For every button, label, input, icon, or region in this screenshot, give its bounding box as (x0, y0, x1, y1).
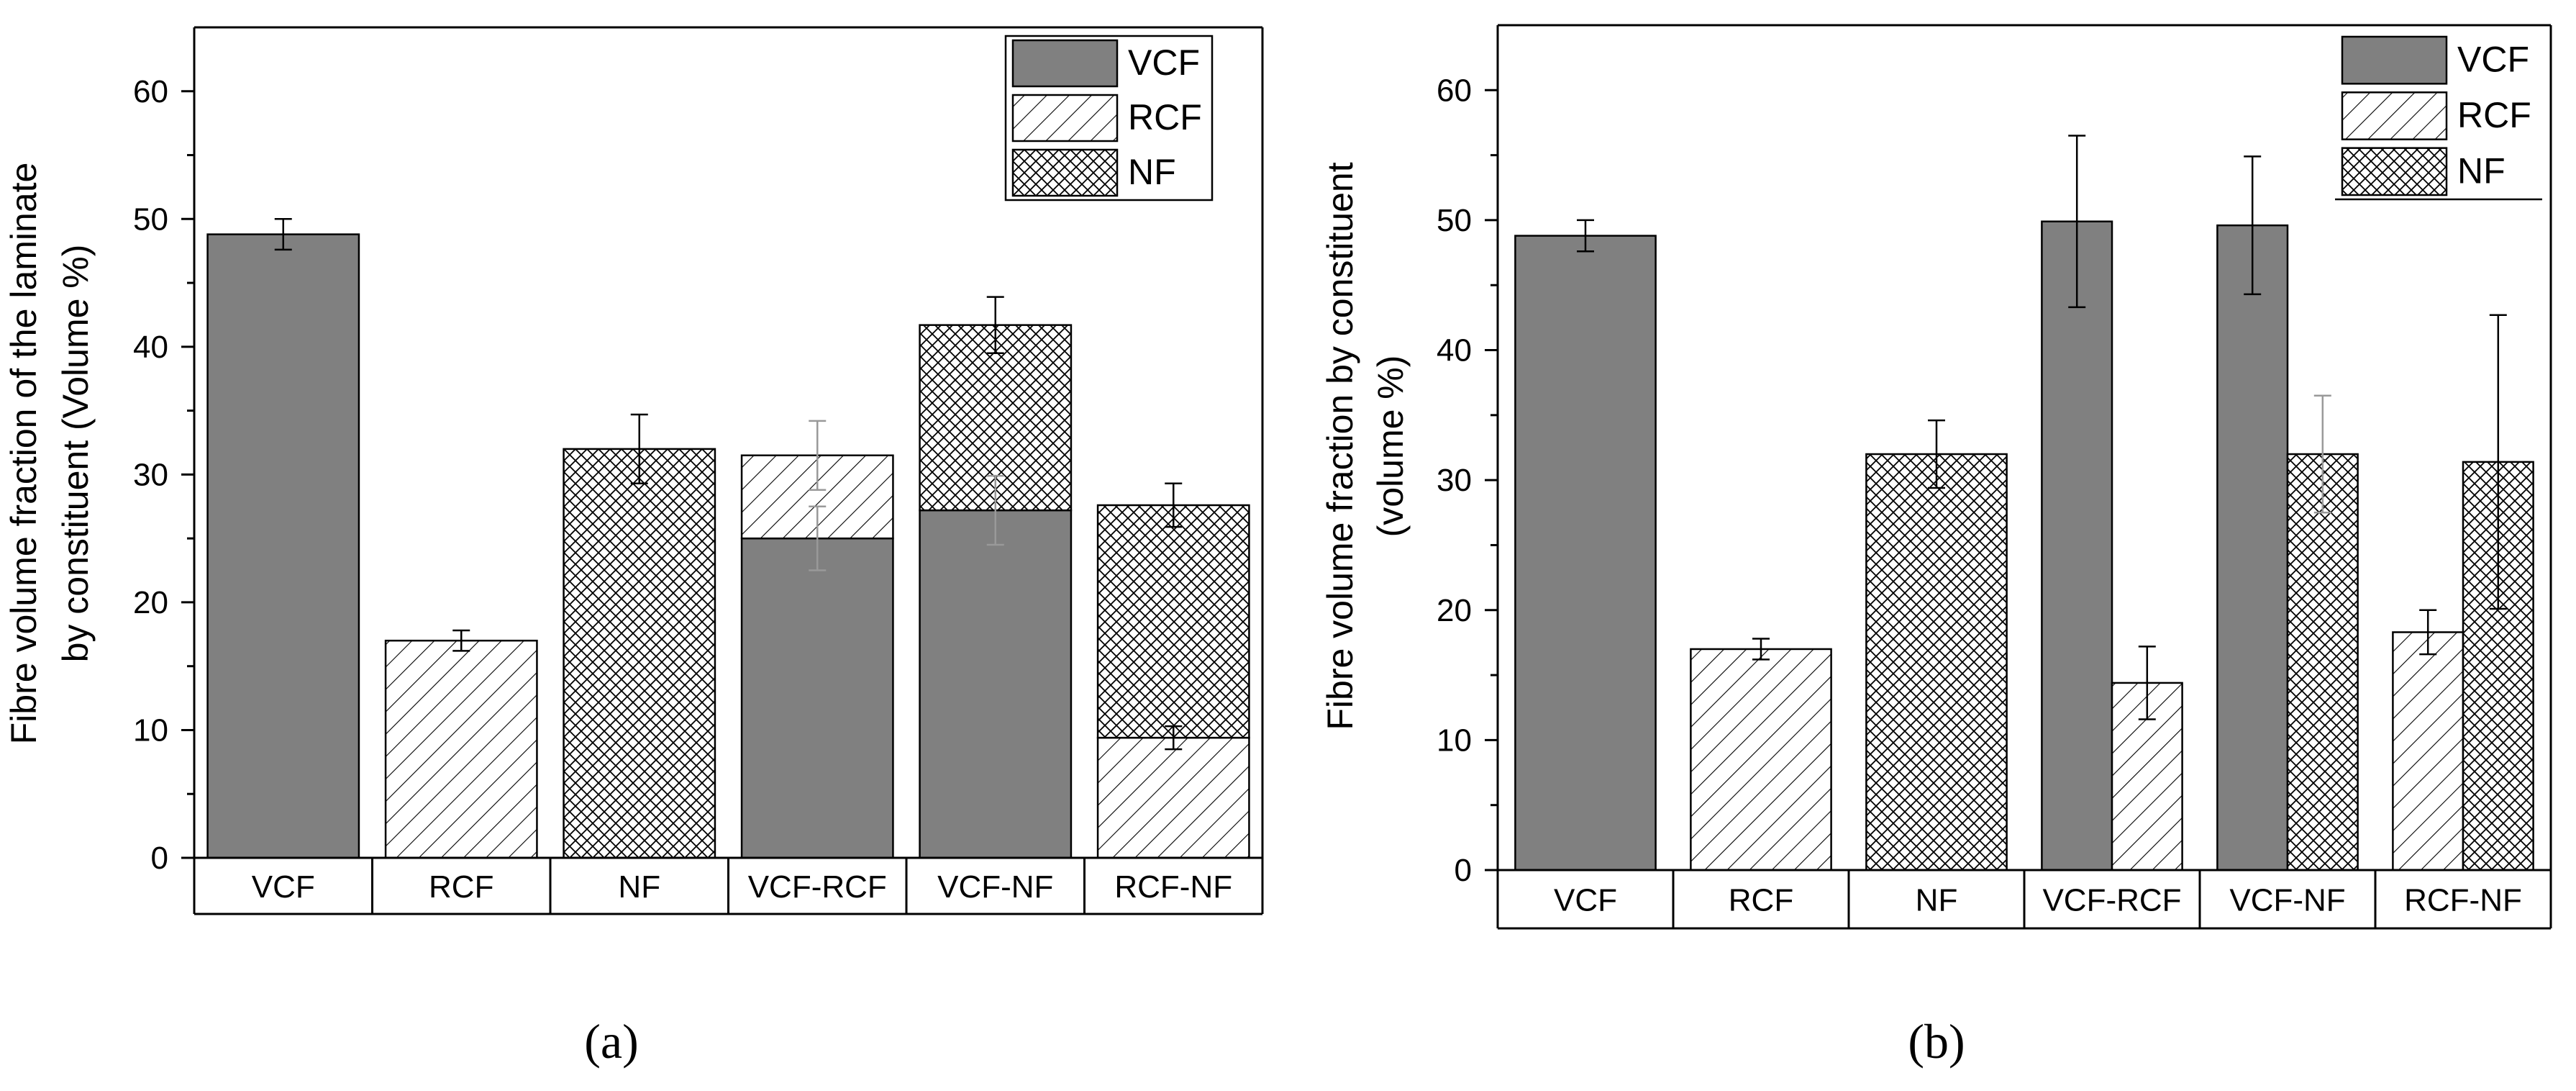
panel-b: 0 10 20 30 40 50 60 VCF RCF NF VCF-RCF VCF-NF RCF-NF… (1320, 24, 2552, 1069)
y-tick-label: 40 (133, 330, 168, 365)
category-labels: VCF RCF NF VCF-RCF VCF-NF RCF-NF (252, 858, 1232, 914)
category-label-nf: NF (618, 869, 660, 905)
panel-label: (a) (584, 1014, 638, 1069)
error-bars (1577, 135, 2507, 720)
category-label-vcf-rcf: VCF-RCF (748, 869, 887, 905)
category-labels: VCF RCF NF VCF-RCF VCF-NF RCF-NF (1554, 870, 2522, 928)
y-tick-label: 10 (1437, 723, 1472, 758)
y-tick-label: 30 (133, 457, 168, 492)
y-axis-title-line2: (volume %) (1370, 356, 1411, 538)
bar-nf-nf (563, 448, 716, 859)
legend-label-vcf: VCF (1128, 42, 1200, 83)
category-label-vcf-nf: VCF-NF (937, 869, 1053, 905)
legend-label-nf: NF (1128, 152, 1176, 192)
bar-nf-vcf-nf (2286, 453, 2359, 872)
y-tick-label: 50 (133, 202, 168, 237)
bar-nf-rcf-nf (1096, 504, 1250, 739)
legend-swatch-vcf (1011, 39, 1119, 88)
legend-swatch-rcf (1011, 94, 1119, 142)
y-tick-label: 60 (1437, 73, 1472, 108)
y-tick-label: 0 (1455, 853, 1472, 888)
legend-swatch-vcf (2341, 35, 2448, 85)
legend: VCF RCF NF (2335, 35, 2542, 201)
legend-label-rcf: RCF (2457, 95, 2531, 135)
y-tick-label: 40 (1437, 333, 1472, 368)
category-label-vcf: VCF (252, 869, 315, 905)
panel-a: 0 10 20 30 40 50 60 VCF RCF NF VCF-RCF VCF-NF RCF-NF… (4, 26, 1264, 1069)
category-label-vcf-nf: VCF-NF (2229, 883, 2345, 918)
bar-vcf-vcf-rcf (2041, 220, 2113, 872)
legend-label-rcf: RCF (1128, 97, 1202, 137)
y-tick-label: 0 (151, 841, 168, 876)
legend: VCF RCF NF (1004, 35, 1214, 202)
y-ticks: 0 10 20 30 40 50 60 (133, 74, 194, 876)
y-axis-title-line1: Fibre volume fraction of the laminate (4, 163, 44, 745)
legend-label-vcf: VCF (2457, 40, 2529, 80)
legend-label-nf: NF (2457, 150, 2506, 191)
y-tick-label: 60 (133, 74, 168, 109)
y-tick-label: 30 (1437, 463, 1472, 498)
bar-rcf-rcf-nf (1096, 736, 1250, 859)
bar-vcf-vcf (1514, 235, 1657, 872)
bar-rcf-rcf (1690, 648, 1832, 872)
error-bars (274, 218, 1183, 751)
y-tick-label: 20 (133, 585, 168, 620)
y-tick-label: 20 (1437, 593, 1472, 628)
y-tick-label: 50 (1437, 203, 1472, 238)
y-tick-label: 10 (133, 712, 168, 748)
y-axis-title-line1: Fibre volume fraction by constituent (1320, 162, 1360, 730)
bar-rcf-rcf-nf (2392, 631, 2465, 872)
bar-vcf-vcf (206, 233, 360, 859)
bars (206, 233, 1250, 859)
bar-vcf-vcf-nf (2216, 224, 2289, 872)
category-label-nf: NF (1916, 883, 1958, 918)
category-label-rcf-nf: RCF-NF (2404, 883, 2522, 918)
bar-rcf-rcf (384, 639, 538, 859)
category-label-vcf-rcf: VCF-RCF (2042, 883, 2181, 918)
y-ticks: 0 10 20 30 40 50 60 (1437, 73, 1498, 888)
legend-swatch-rcf (2341, 91, 2448, 140)
category-label-rcf: RCF (1729, 883, 1793, 918)
category-label-vcf: VCF (1554, 883, 1617, 918)
bar-nf-nf (1865, 453, 2008, 872)
legend-swatch-nf (2341, 147, 2448, 196)
bar-vcf-vcf-rcf (740, 537, 894, 859)
bar-vcf-vcf-nf (919, 509, 1073, 859)
category-label-rcf: RCF (429, 869, 493, 905)
category-label-rcf-nf: RCF-NF (1114, 869, 1232, 905)
legend-swatch-nf (1011, 148, 1119, 197)
y-axis-title-line2: by constituent (Volume %) (55, 245, 96, 663)
panel-label: (b) (1908, 1014, 1965, 1069)
bars (1514, 220, 2534, 872)
